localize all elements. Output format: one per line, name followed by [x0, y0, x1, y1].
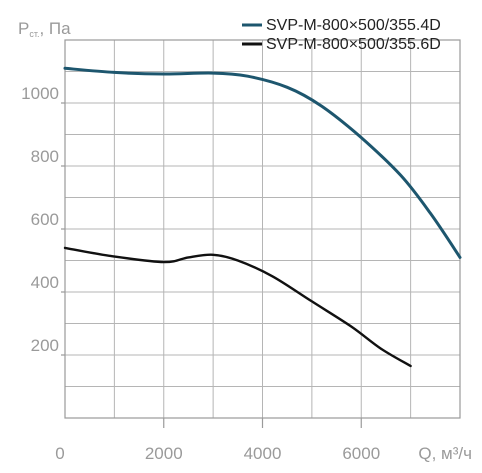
x-axis-title: Q, м³/ч: [418, 444, 472, 463]
chart-axes: [61, 39, 461, 428]
x-tick-label: 0: [55, 444, 64, 463]
axis-titles: Pст., Па Q, м³/ч: [18, 19, 472, 463]
y-tick-label: 800: [31, 147, 59, 166]
series-lines: [63, 66, 462, 368]
y-tick-label: 400: [31, 273, 59, 292]
x-tick-label: 4000: [244, 444, 282, 463]
series-line-2: [63, 246, 412, 368]
legend-label-2: SVP-M-800×500/355.6D: [266, 36, 441, 53]
y-axis-title: Pст., Па: [18, 19, 71, 39]
series-line-1: [63, 66, 462, 259]
y-tick-label: 1000: [21, 84, 59, 103]
tick-labels: 0 2000 4000 6000 200 400 600 800 1000: [21, 84, 380, 463]
legend-label-1: SVP-M-800×500/355.4D: [266, 17, 441, 34]
y-tick-label: 200: [31, 336, 59, 355]
legend: SVP-M-800×500/355.4D SVP-M-800×500/355.6D: [242, 17, 441, 53]
x-tick-label: 2000: [145, 444, 183, 463]
x-tick-label: 6000: [342, 444, 380, 463]
y-tick-label: 600: [31, 210, 59, 229]
chart-grid: [65, 40, 460, 418]
